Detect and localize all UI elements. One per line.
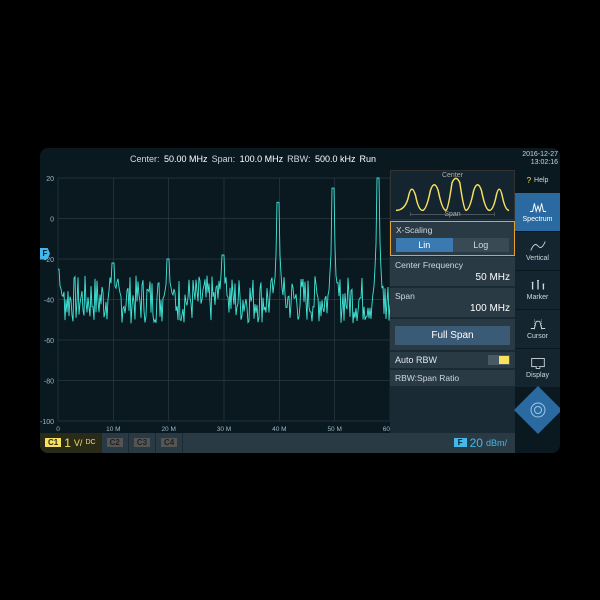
svg-text:10 M: 10 M [106, 426, 120, 433]
auto-rbw-switch[interactable] [488, 355, 510, 365]
datetime: 2016-12-27 13:02:16 [522, 151, 558, 166]
f-channel[interactable]: F 20 dBm/ [446, 433, 515, 453]
spectrum-icon [529, 200, 547, 214]
auto-rbw-section[interactable]: Auto RBW [390, 352, 515, 369]
channel-2[interactable]: C2 [102, 433, 129, 453]
span-value: 100.0 MHz [240, 154, 284, 164]
channel-3[interactable]: C3 [129, 433, 156, 453]
span-title: Span [395, 291, 510, 301]
cf-value: 50 MHz [395, 272, 510, 283]
rbw-ratio-title: RBW:Span Ratio [395, 373, 510, 383]
svg-text:-80: -80 [44, 378, 54, 385]
svg-text:-60: -60 [44, 338, 54, 345]
full-span-button[interactable]: Full Span [395, 326, 510, 345]
fullspan-section: Full Span [390, 319, 515, 351]
rbw-value: 500.0 kHz [315, 154, 356, 164]
brand-logo [515, 388, 560, 433]
rbw-ratio-section[interactable]: RBW:Span Ratio [390, 370, 515, 387]
svg-text:60 M: 60 M [383, 426, 390, 433]
svg-text:0: 0 [56, 426, 60, 433]
display-icon [529, 356, 547, 370]
svg-text:-40: -40 [44, 297, 54, 304]
marker-tab[interactable]: Marker [515, 271, 560, 309]
svg-text:0: 0 [50, 216, 54, 223]
center-frequency-section[interactable]: Center Frequency 50 MHz [390, 257, 515, 287]
channel-1[interactable]: C1 1 V/ DC [40, 433, 102, 453]
spectrum-graph[interactable]: 200-20-40-60-80-100010 M20 M30 M40 M50 M… [40, 170, 390, 433]
run-status: Run [360, 154, 377, 164]
cursor-tab[interactable]: Cursor [515, 310, 560, 348]
cursor-icon [529, 317, 547, 331]
log-button[interactable]: Log [453, 238, 510, 252]
preview-span-label: Span [391, 211, 514, 218]
channel-bar: C1 1 V/ DC C2 C3 C4 F 20 dBm/ [40, 433, 515, 453]
cf-title: Center Frequency [395, 260, 510, 270]
vertical-tab[interactable]: Vertical [515, 232, 560, 270]
oscilloscope-screen: Center: 50.00 MHz Span: 100.0 MHz RBW: 5… [40, 148, 560, 453]
center-label: Center: [130, 154, 160, 164]
x-scaling-section: X-Scaling Lin Log [390, 221, 515, 256]
display-tab[interactable]: Display [515, 349, 560, 387]
rbw-label: RBW: [287, 154, 310, 164]
svg-text:30 M: 30 M [217, 426, 231, 433]
config-panel: Center Span X-Scaling Lin Log Center Fre… [390, 170, 515, 433]
spectrum-tab[interactable]: Spectrum [515, 193, 560, 231]
span-section[interactable]: Span 100 MHz [390, 288, 515, 318]
center-value: 50.00 MHz [164, 154, 208, 164]
marker-icon [529, 278, 547, 292]
auto-rbw-label: Auto RBW [395, 355, 437, 365]
help-tab[interactable]: ?Help [515, 170, 560, 192]
span-label: Span: [212, 154, 236, 164]
svg-text:50 M: 50 M [327, 426, 341, 433]
vertical-icon [529, 239, 547, 253]
top-readout-bar: Center: 50.00 MHz Span: 100.0 MHz RBW: 5… [40, 148, 560, 170]
right-tab-bar: ?Help Spectrum Vertical Marker Cursor Di… [515, 170, 560, 433]
x-scaling-title: X-Scaling [396, 225, 509, 235]
svg-text:20: 20 [46, 176, 54, 183]
svg-text:40 M: 40 M [272, 426, 286, 433]
span-preview: Center Span [390, 170, 515, 220]
lin-button[interactable]: Lin [396, 238, 453, 252]
svg-text:20 M: 20 M [161, 426, 175, 433]
span-value-readout: 100 MHz [395, 303, 510, 314]
channel-4[interactable]: C4 [156, 433, 183, 453]
svg-text:-100: -100 [40, 419, 54, 426]
